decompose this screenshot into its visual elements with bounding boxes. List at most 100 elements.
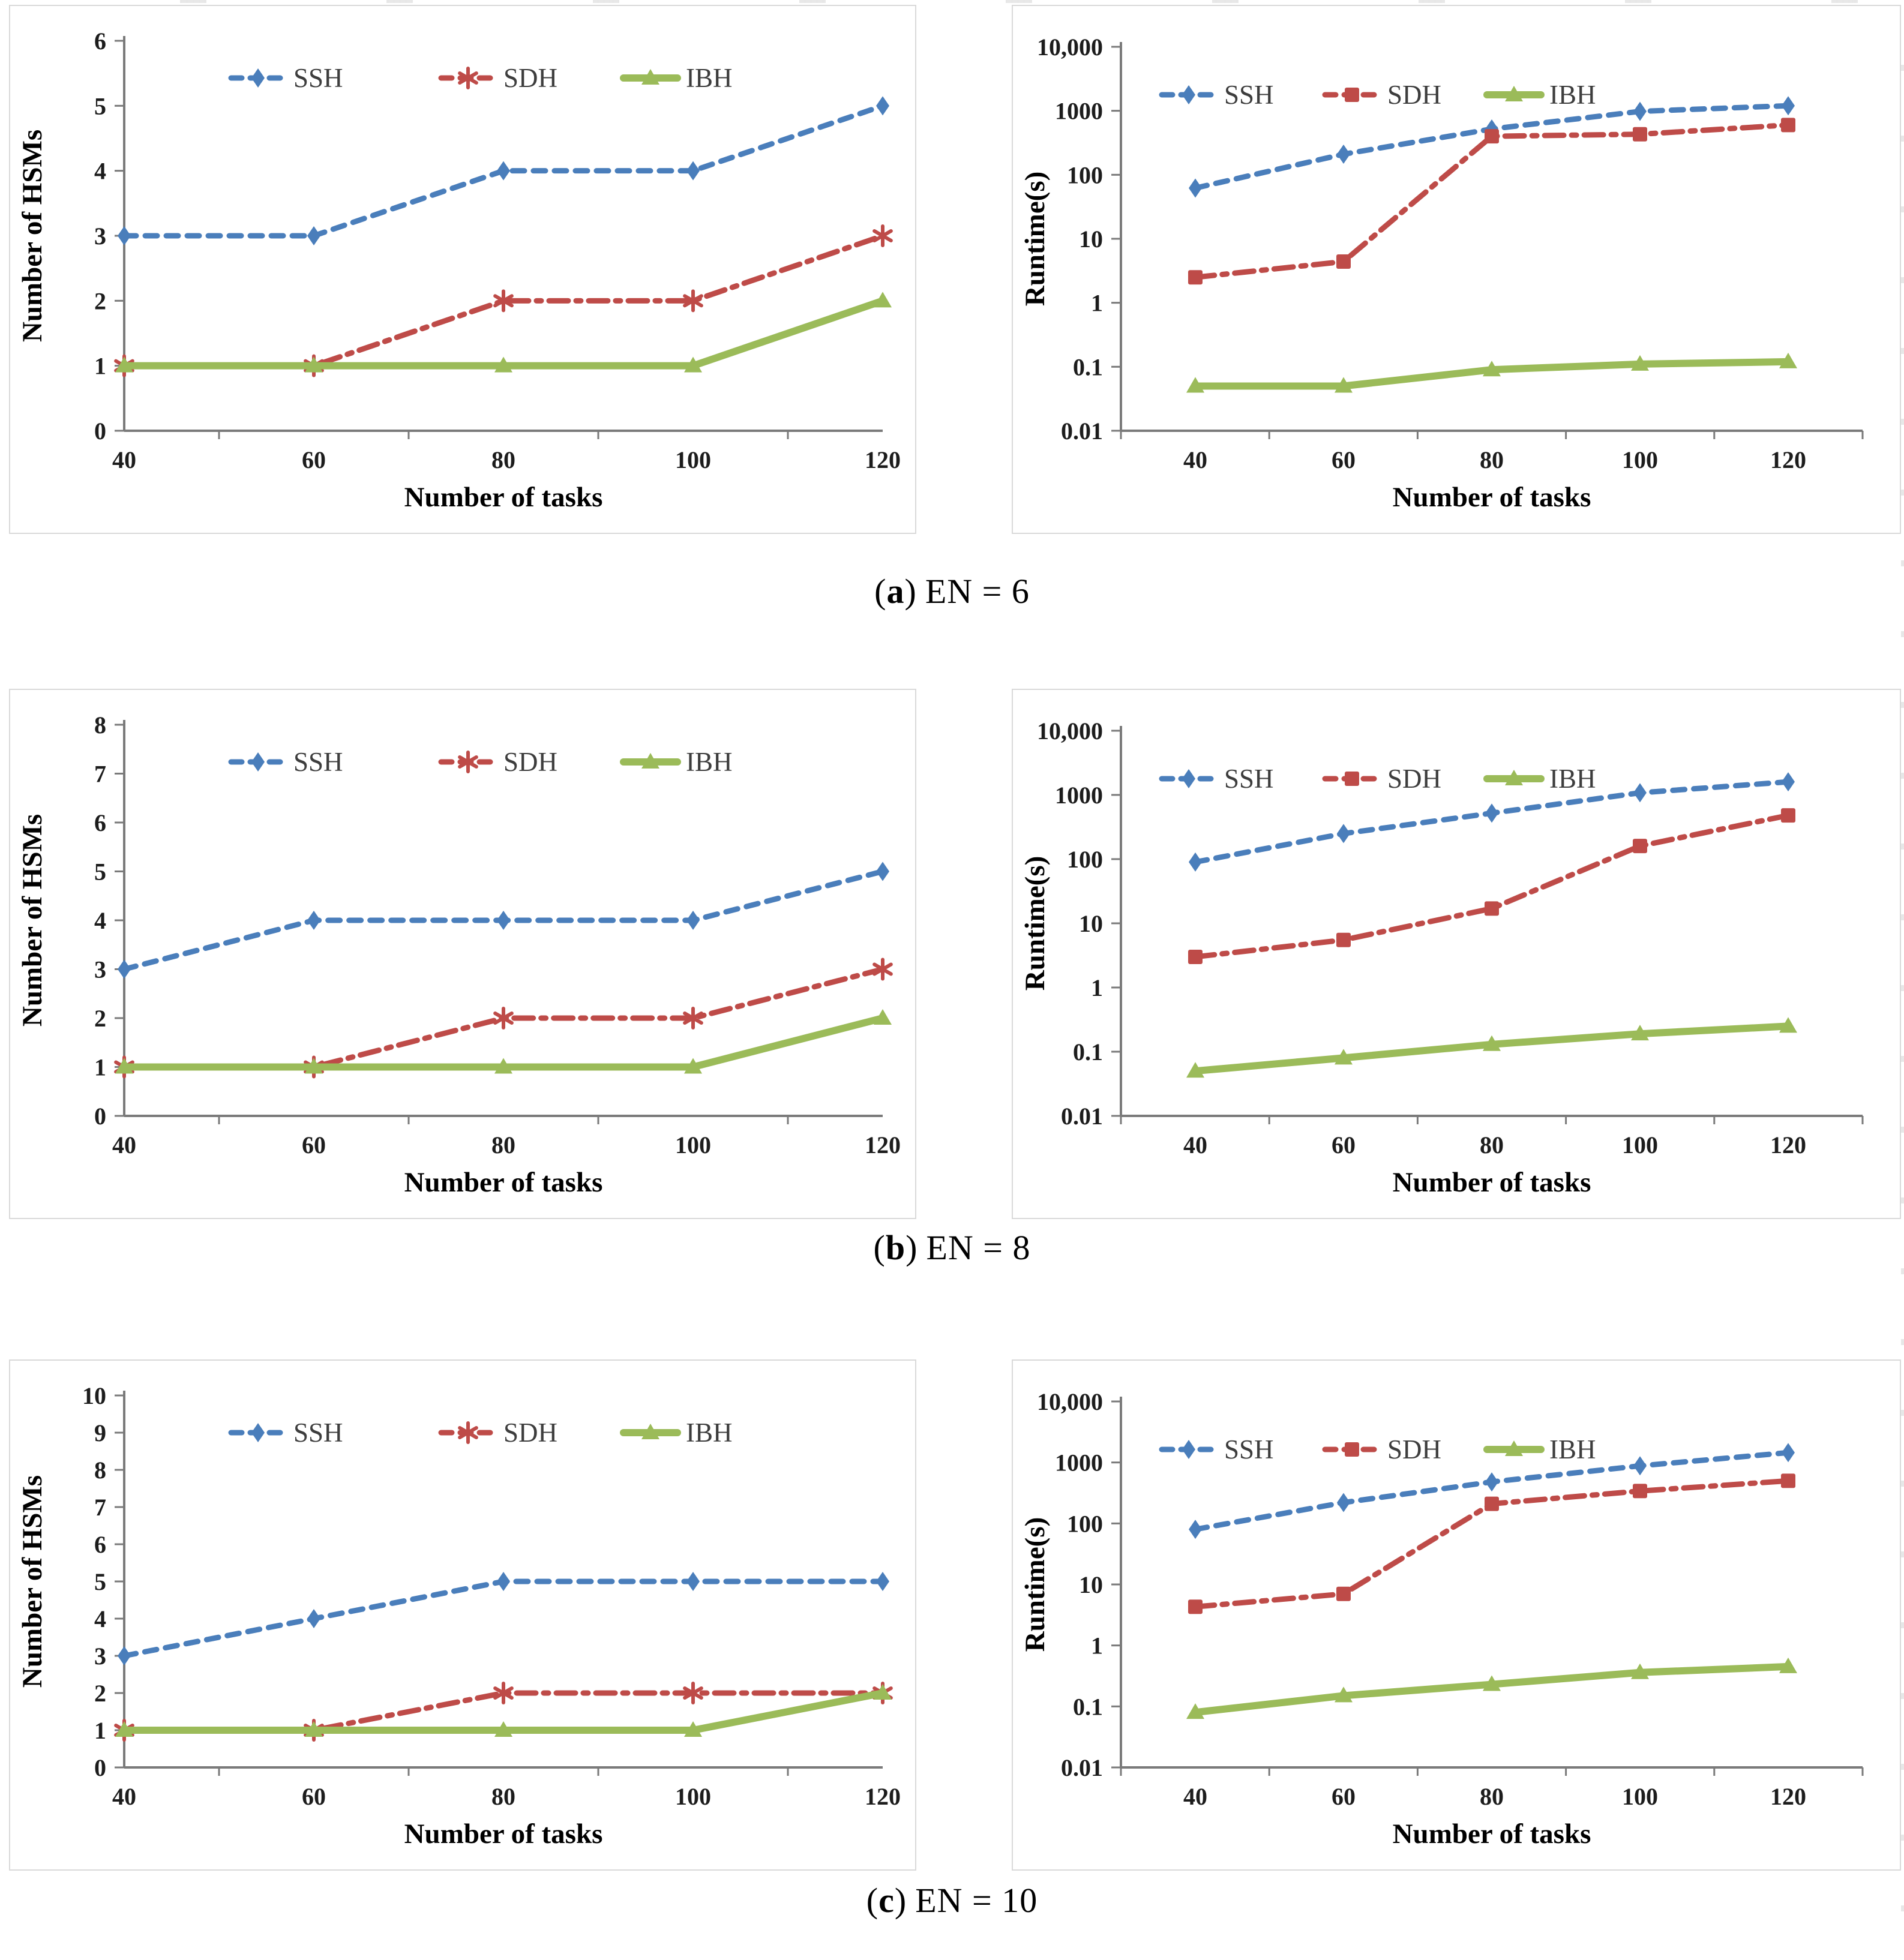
x-tick-label: 120 [865, 1131, 901, 1158]
diamond-marker [251, 1423, 265, 1442]
y-tick-label: 0 [94, 1754, 106, 1781]
triangle-marker [684, 356, 702, 373]
asterisk-marker [458, 751, 478, 773]
legend-item-SDH: SDH [1322, 1434, 1441, 1464]
legend-item-SDH: SDH [1322, 764, 1441, 794]
chart-svg: 0 1 2 3 4 5 6 40 60 80 100 120 Number of tasks Number… [17, 28, 901, 513]
triangle-marker [494, 356, 512, 373]
diamond-marker [497, 911, 510, 930]
y-tick-label: 0 [94, 1103, 106, 1130]
x-tick-label: 120 [865, 446, 901, 473]
triangle-marker [1483, 1035, 1501, 1051]
triangle-marker [1335, 1049, 1353, 1065]
triangle-marker [1483, 361, 1501, 377]
diamond-marker [497, 1572, 510, 1591]
legend-label: SDH [503, 63, 557, 93]
diamond-marker [876, 862, 889, 881]
y-tick-label: 100 [1067, 161, 1103, 188]
triangle-marker [1186, 377, 1204, 393]
x-tick-label: 120 [1770, 1783, 1806, 1810]
y-tick-label: 6 [94, 809, 106, 836]
y-tick-label: 2 [94, 287, 106, 314]
x-tick-label: 80 [491, 446, 515, 473]
figure-caption-c: (c) EN = 10 [0, 1880, 1904, 1920]
legend-label: SSH [293, 63, 343, 93]
square-marker [1345, 1442, 1359, 1457]
x-tick-label: 40 [112, 1131, 136, 1158]
x-tick-label: 100 [675, 446, 711, 473]
y-axis-title: Number of HSMs [17, 1475, 48, 1688]
chart-svg: 0.01 0.1 1 10 100 1000 10,000 40 60 80 100 120 Numbe… [1020, 718, 1864, 1198]
legend-label: IBH [1549, 764, 1596, 794]
y-tick-label: 2 [94, 1005, 106, 1032]
y-tick-label: 1000 [1055, 782, 1103, 809]
x-tick-label: 120 [1770, 446, 1806, 473]
y-tick-label: 3 [94, 223, 106, 250]
legend-item-SSH: SSH [228, 1418, 343, 1448]
diamond-marker [686, 161, 700, 181]
x-tick-label: 40 [112, 1783, 136, 1810]
y-tick-label: 4 [94, 158, 106, 185]
caption-text: EN = 10 [915, 1881, 1038, 1920]
legend-item-SSH: SSH [228, 63, 343, 93]
y-tick-label: 1000 [1055, 98, 1103, 125]
triangle-marker [305, 356, 323, 373]
diamond-marker [1633, 101, 1647, 121]
triangle-marker [115, 1721, 133, 1737]
triangle-marker [641, 753, 659, 769]
legend-item-SSH: SSH [1159, 80, 1274, 110]
triangle-marker [1631, 1663, 1649, 1679]
x-tick-label: 100 [1622, 1131, 1658, 1158]
diamond-marker [686, 1572, 700, 1591]
x-axis-title: Number of tasks [404, 482, 603, 513]
chart-svg: 0 1 2 3 4 5 6 7 8 9 10 40 60 80 100 120 Number of tasks N… [17, 1382, 901, 1850]
diamond-marker [686, 911, 700, 930]
y-tick-label: 10,000 [1037, 1388, 1103, 1415]
triangle-marker [1186, 1703, 1204, 1719]
figure-caption-b: (b) EN = 8 [0, 1227, 1904, 1268]
x-axis-title: Number of tasks [404, 1167, 603, 1198]
legend-item-IBH: IBH [620, 1418, 733, 1448]
legend-label: IBH [686, 1418, 733, 1448]
asterisk-marker [493, 1007, 514, 1029]
diamond-marker [1189, 852, 1202, 872]
x-tick-label: 80 [1480, 446, 1504, 473]
diamond-marker [1189, 178, 1202, 198]
y-tick-label: 10 [1079, 1571, 1103, 1598]
y-tick-label: 10,000 [1037, 718, 1103, 745]
legend-item-IBH: IBH [1483, 80, 1596, 110]
square-marker [1781, 118, 1795, 133]
chart-en8-runtime: 0.01 0.1 1 10 100 1000 10,000 40 60 80 100 120 Numbe… [1012, 689, 1901, 1219]
x-tick-label: 40 [1183, 1783, 1207, 1810]
y-tick-label: 0.01 [1061, 418, 1103, 445]
legend-item-SDH: SDH [1322, 80, 1441, 110]
legend-item-IBH: IBH [1483, 764, 1596, 794]
triangle-marker [1779, 1017, 1797, 1033]
triangle-marker [1335, 1686, 1353, 1703]
spreadsheet-gridline-artifact-right [1901, 0, 1904, 1960]
y-tick-label: 8 [94, 712, 106, 739]
legend-item-IBH: IBH [620, 747, 733, 777]
square-marker [1188, 270, 1203, 285]
x-tick-label: 60 [1332, 1783, 1356, 1810]
diamond-marker [307, 1609, 320, 1628]
y-tick-label: 3 [94, 1643, 106, 1670]
legend-label: SDH [503, 747, 557, 777]
legend-label: IBH [686, 747, 733, 777]
y-tick-label: 0.1 [1073, 1693, 1103, 1720]
y-tick-label: 7 [94, 1494, 106, 1521]
caption-open-paren: ( [873, 1228, 886, 1267]
square-marker [1633, 127, 1647, 142]
square-marker [1485, 1496, 1499, 1511]
legend-item-SSH: SSH [1159, 1434, 1274, 1464]
triangle-marker [305, 1721, 323, 1737]
y-tick-label: 0.1 [1073, 353, 1103, 380]
chart-en8-hsms: 0 1 2 3 4 5 6 7 8 40 60 80 100 120 Number of tasks Numb… [9, 689, 916, 1219]
y-tick-label: 2 [94, 1680, 106, 1707]
legend-item-SDH: SDH [438, 63, 557, 93]
y-tick-label: 100 [1067, 1510, 1103, 1537]
figure-caption-a: (a) EN = 6 [0, 571, 1904, 611]
diamond-marker [307, 911, 320, 930]
caption-open-paren: ( [866, 1881, 879, 1920]
square-marker [1336, 932, 1351, 947]
